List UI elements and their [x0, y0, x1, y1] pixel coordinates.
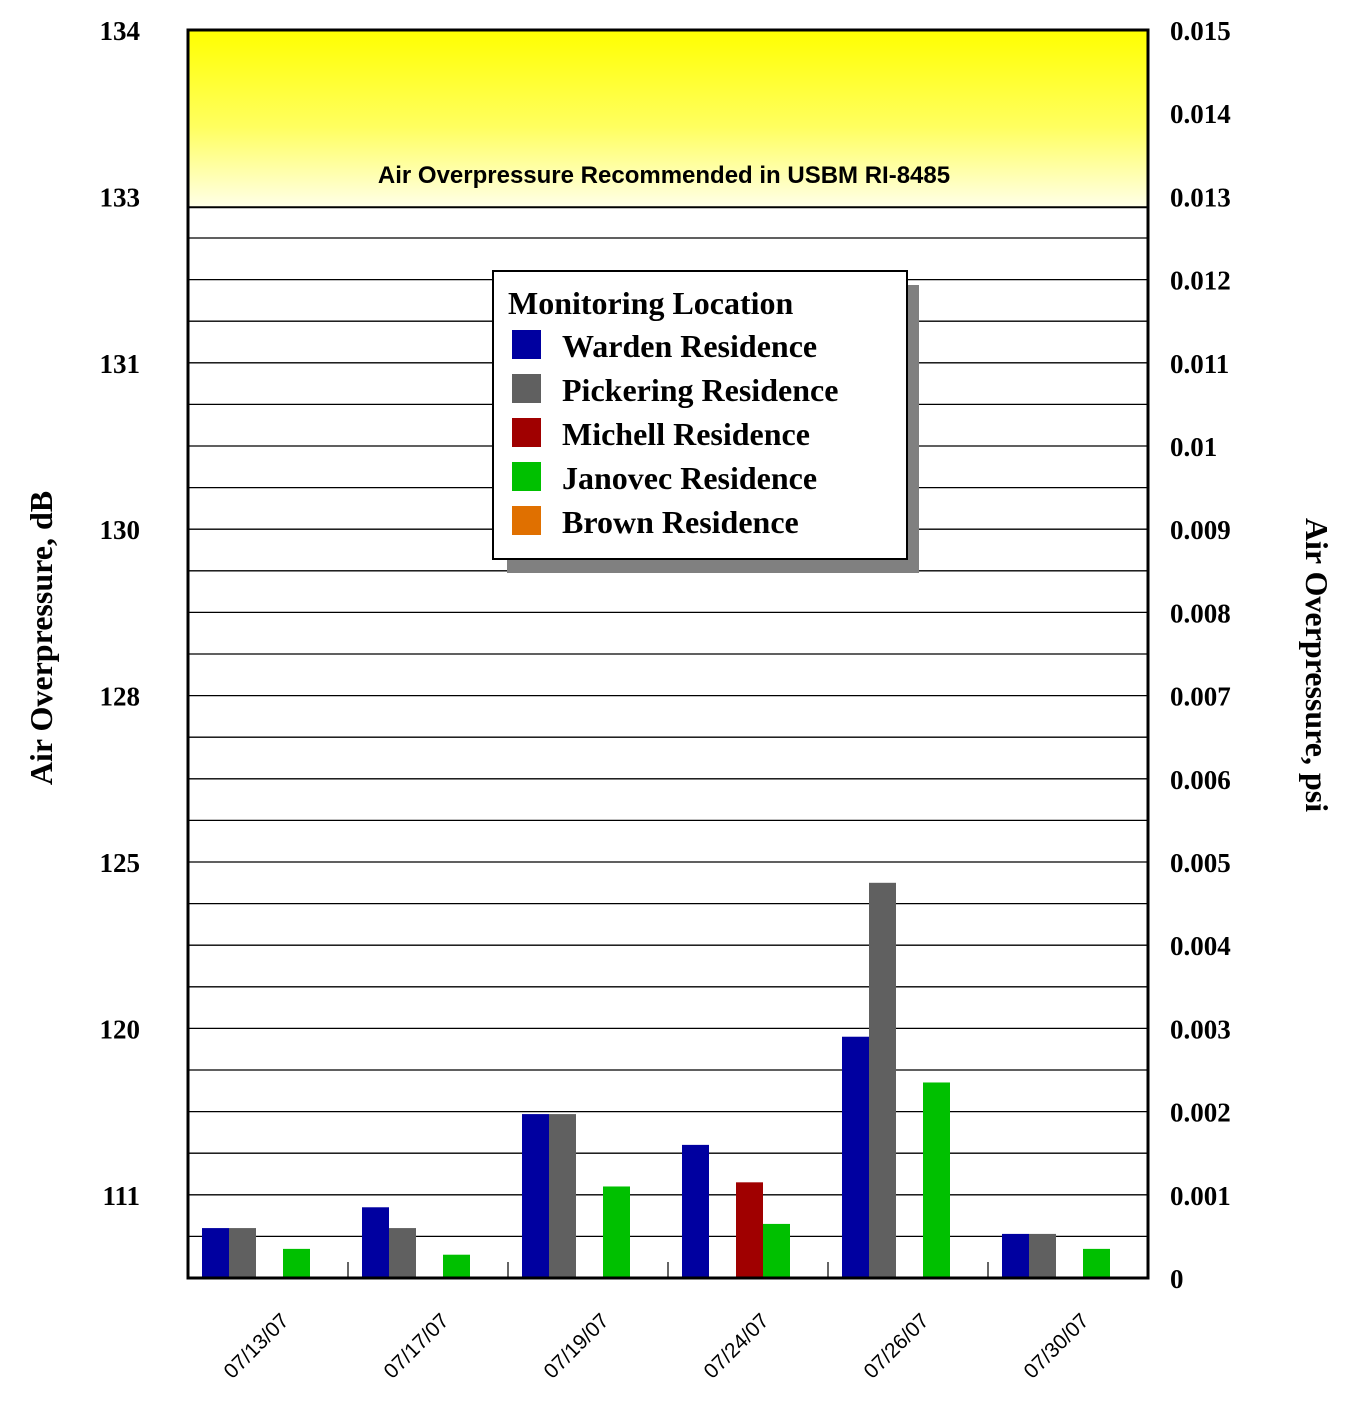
bar — [736, 1182, 763, 1278]
legend-label: Warden Residence — [562, 328, 817, 364]
legend: Monitoring Location Warden Residence Pick… — [492, 270, 919, 573]
left-tick-label: 111 — [102, 1181, 140, 1211]
x-tick-label: 07/30/07 — [1019, 1309, 1093, 1383]
gridlines — [188, 70, 1148, 1238]
legend-swatch — [512, 330, 541, 359]
x-axis-labels: 07/13/07 07/17/07 07/19/07 07/24/07 07/26/07… — [219, 1309, 1093, 1383]
legend-label: Pickering Residence — [562, 372, 838, 408]
bar — [389, 1228, 416, 1278]
bar — [682, 1144, 709, 1278]
legend-swatch — [512, 418, 541, 447]
right-tick-label: 0.011 — [1170, 349, 1229, 379]
legend-swatch — [512, 462, 541, 491]
legend-box — [492, 270, 908, 560]
bar — [763, 1223, 790, 1278]
right-tick-label: 0.007 — [1170, 682, 1231, 712]
right-tick-label: 0.005 — [1170, 848, 1231, 878]
left-axis-title: Air Overpressure, dB — [23, 491, 59, 785]
legend-label: Brown Residence — [562, 504, 799, 540]
bar — [1083, 1248, 1110, 1278]
left-tick-label: 128 — [100, 682, 141, 712]
bar — [202, 1228, 229, 1278]
right-axis-title: Air Overpressure, psi — [1299, 518, 1335, 812]
bar — [842, 1036, 869, 1278]
bar — [603, 1186, 630, 1278]
bar — [229, 1228, 256, 1278]
right-axis-ticks: 0 0.001 0.002 0.003 0.004 0.005 0.006 0.007 0.00… — [1170, 16, 1231, 1294]
right-tick-label: 0.013 — [1170, 182, 1231, 212]
bar — [1029, 1233, 1056, 1278]
threshold-band — [188, 30, 1148, 208]
left-tick-label: 125 — [100, 848, 141, 878]
left-tick-label: 134 — [100, 16, 141, 46]
x-tick-label: 07/19/07 — [539, 1309, 613, 1383]
right-tick-label: 0.003 — [1170, 1014, 1231, 1044]
threshold-label: Air Overpressure Recommended in USBM RI-… — [378, 162, 950, 189]
right-tick-label: 0.004 — [1170, 931, 1231, 961]
x-tick-label: 07/17/07 — [379, 1309, 453, 1383]
left-axis-ticks: 111 120 125 128 130 131 133 134 — [100, 16, 141, 1211]
bar — [443, 1254, 470, 1278]
right-tick-label: 0.008 — [1170, 598, 1231, 628]
right-tick-label: 0.002 — [1170, 1098, 1231, 1128]
bar — [1002, 1233, 1029, 1278]
right-tick-label: 0.01 — [1170, 432, 1217, 462]
x-tick-label: 07/26/07 — [859, 1309, 933, 1383]
right-tick-label: 0.006 — [1170, 765, 1231, 795]
bar — [362, 1207, 389, 1278]
bar — [549, 1114, 576, 1278]
bar — [522, 1114, 549, 1278]
legend-title: Monitoring Location — [508, 285, 794, 321]
legend-label: Michell Residence — [562, 416, 810, 452]
legend-swatch — [512, 506, 541, 535]
legend-label: Janovec Residence — [562, 460, 817, 496]
bar — [283, 1248, 310, 1278]
right-tick-label: 0.001 — [1170, 1181, 1231, 1211]
left-tick-label: 131 — [100, 349, 141, 379]
bar — [923, 1082, 950, 1278]
x-tick-marks — [347, 1262, 989, 1278]
bars — [202, 882, 1110, 1278]
bar — [869, 882, 896, 1278]
x-tick-label: 07/13/07 — [219, 1309, 293, 1383]
left-tick-label: 120 — [100, 1014, 141, 1044]
right-tick-label: 0.015 — [1170, 16, 1231, 46]
left-tick-label: 130 — [100, 515, 141, 545]
right-tick-label: 0 — [1170, 1264, 1184, 1294]
x-tick-label: 07/24/07 — [699, 1309, 773, 1383]
right-tick-label: 0.009 — [1170, 515, 1231, 545]
left-tick-label: 133 — [100, 182, 141, 212]
right-tick-label: 0.014 — [1170, 99, 1231, 129]
legend-swatch — [512, 374, 541, 403]
right-tick-label: 0.012 — [1170, 266, 1231, 296]
